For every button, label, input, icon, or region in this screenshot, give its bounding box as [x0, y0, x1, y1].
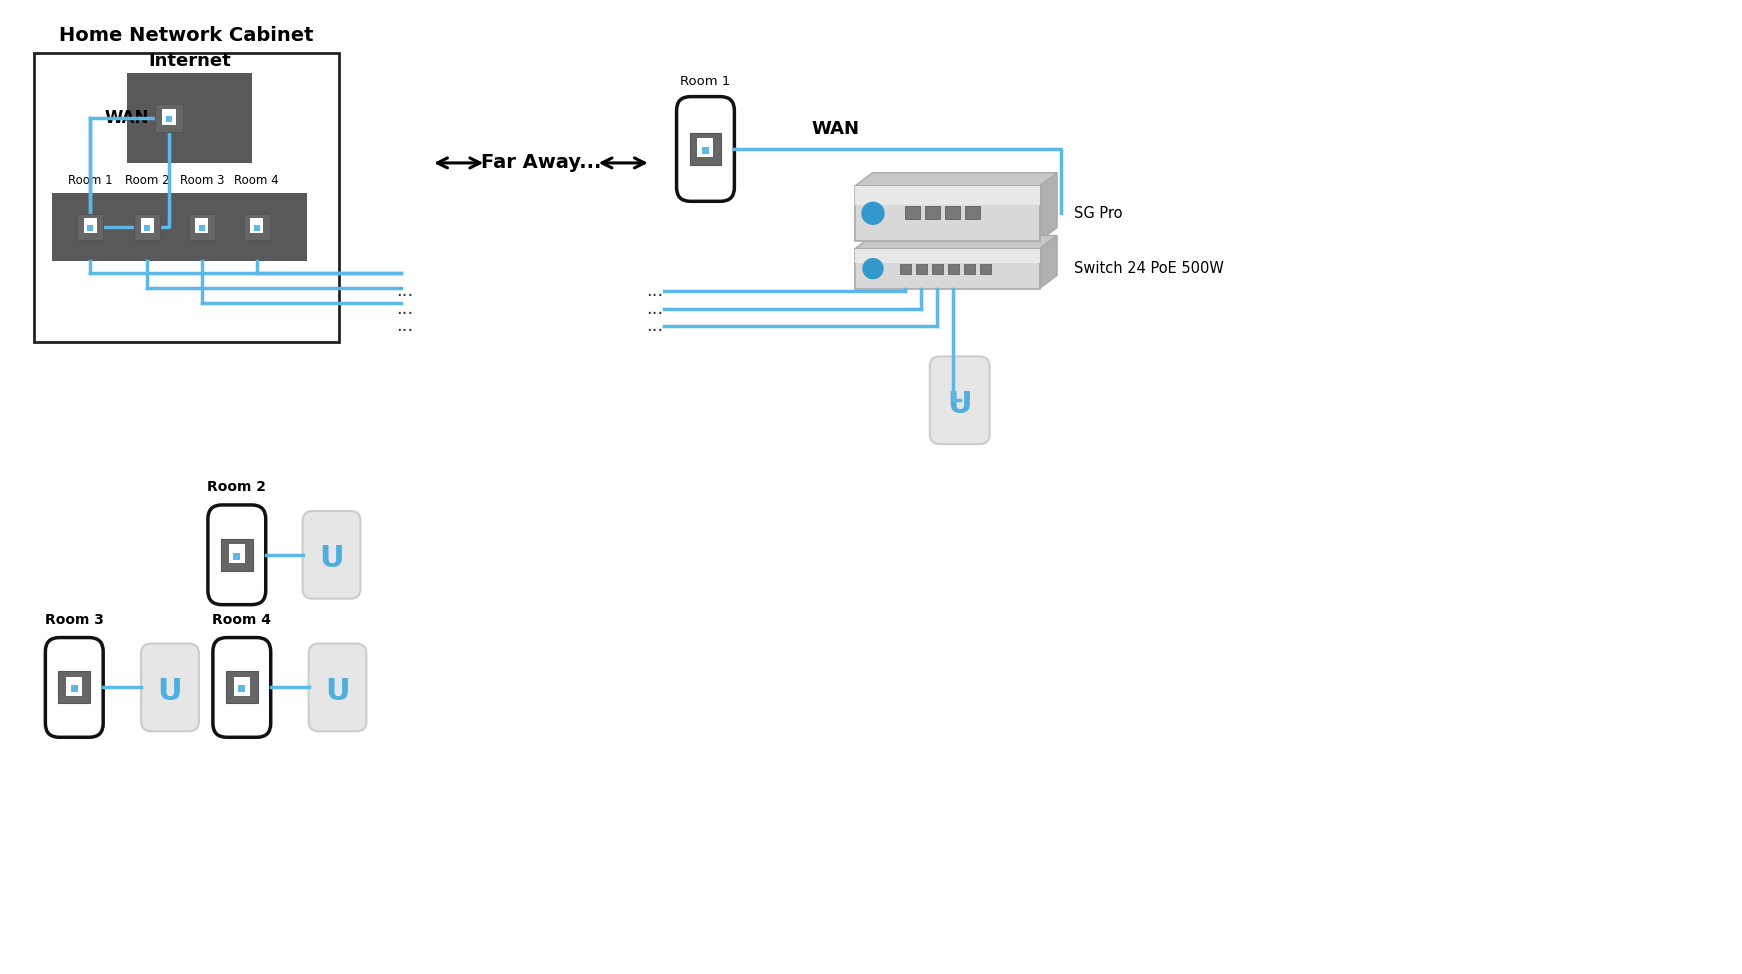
Bar: [199, 225, 206, 231]
Bar: [221, 539, 253, 571]
Text: U: U: [948, 390, 972, 419]
Bar: [901, 264, 911, 274]
Bar: [251, 218, 263, 234]
Text: U: U: [326, 677, 350, 706]
Bar: [127, 73, 253, 163]
Text: Room 1: Room 1: [68, 174, 113, 187]
FancyBboxPatch shape: [930, 356, 989, 444]
Bar: [690, 133, 721, 165]
Bar: [233, 552, 240, 560]
FancyBboxPatch shape: [303, 511, 361, 599]
Bar: [697, 138, 714, 157]
Polygon shape: [1040, 236, 1057, 288]
Bar: [141, 218, 153, 234]
Bar: [855, 248, 1040, 263]
Text: SG Pro: SG Pro: [1075, 206, 1124, 221]
Bar: [963, 264, 976, 274]
Text: Room 3: Room 3: [45, 613, 105, 626]
Bar: [195, 218, 209, 234]
Bar: [57, 671, 91, 703]
FancyBboxPatch shape: [45, 638, 103, 737]
Bar: [904, 206, 920, 219]
Text: Far Away...: Far Away...: [481, 154, 601, 172]
Bar: [226, 671, 258, 703]
Bar: [134, 213, 160, 240]
Bar: [165, 116, 172, 123]
Bar: [948, 264, 958, 274]
Bar: [162, 108, 176, 126]
FancyBboxPatch shape: [207, 505, 267, 605]
Bar: [35, 54, 338, 343]
Bar: [66, 677, 82, 695]
Circle shape: [862, 259, 883, 279]
Text: WAN: WAN: [812, 120, 859, 138]
Text: Room 4: Room 4: [235, 174, 279, 187]
Text: Room 3: Room 3: [179, 174, 225, 187]
Bar: [233, 677, 249, 695]
Text: WAN: WAN: [105, 109, 150, 127]
Polygon shape: [1040, 172, 1057, 241]
Circle shape: [862, 203, 883, 224]
Text: ...: ...: [397, 318, 413, 335]
Bar: [52, 193, 307, 261]
Bar: [228, 543, 246, 563]
Bar: [855, 186, 1040, 241]
Bar: [916, 264, 927, 274]
Bar: [254, 225, 260, 231]
Bar: [944, 206, 960, 219]
Text: ...: ...: [397, 300, 413, 318]
Text: ...: ...: [646, 281, 664, 300]
Text: U: U: [159, 677, 183, 706]
Bar: [87, 225, 92, 231]
Text: Home Network Cabinet: Home Network Cabinet: [59, 25, 314, 45]
Bar: [84, 218, 98, 234]
FancyBboxPatch shape: [308, 644, 366, 731]
Text: Room 1: Room 1: [681, 75, 730, 88]
Bar: [239, 685, 246, 693]
Bar: [965, 206, 979, 219]
Text: ...: ...: [646, 318, 664, 335]
Text: Room 4: Room 4: [213, 613, 272, 626]
Text: U: U: [319, 544, 343, 574]
FancyBboxPatch shape: [141, 644, 199, 731]
Bar: [702, 147, 709, 154]
Text: Switch 24 PoE 500W: Switch 24 PoE 500W: [1075, 261, 1225, 276]
Bar: [71, 685, 78, 693]
Polygon shape: [855, 236, 1057, 248]
FancyBboxPatch shape: [676, 96, 735, 202]
Bar: [77, 213, 103, 240]
Bar: [979, 264, 991, 274]
Bar: [855, 248, 1040, 288]
Bar: [244, 213, 270, 240]
Text: Room 2: Room 2: [125, 174, 169, 187]
Text: Internet: Internet: [148, 53, 232, 70]
Bar: [855, 186, 1040, 206]
Text: Room 2: Room 2: [207, 480, 267, 494]
Bar: [155, 104, 183, 132]
Bar: [925, 206, 939, 219]
Bar: [188, 213, 214, 240]
FancyBboxPatch shape: [213, 638, 270, 737]
Text: ...: ...: [646, 300, 664, 318]
Bar: [932, 264, 942, 274]
Polygon shape: [855, 172, 1057, 186]
Text: ...: ...: [397, 281, 413, 300]
Bar: [145, 225, 150, 231]
